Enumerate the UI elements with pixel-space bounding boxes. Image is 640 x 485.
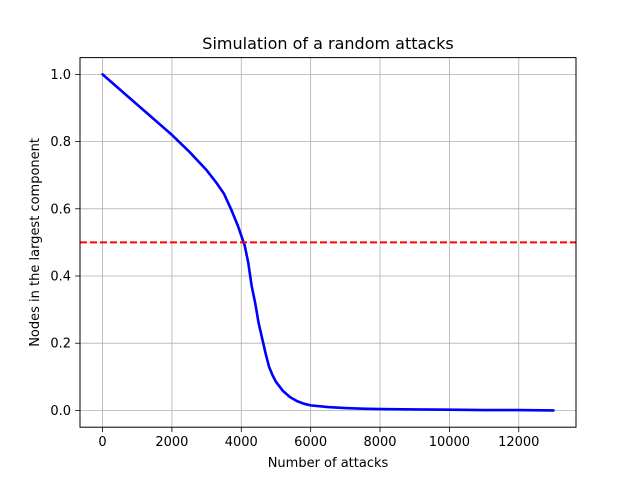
x-axis-label: Number of attacks — [268, 456, 389, 471]
x-tick-label: 10000 — [429, 435, 470, 450]
y-tick-label: 0.0 — [50, 404, 71, 419]
x-tick-label: 12000 — [498, 435, 539, 450]
y-tick-label: 0.6 — [50, 202, 71, 217]
x-ticks: 0 2000 4000 6000 8000 10000 12000 — [98, 427, 539, 450]
x-tick-label: 0 — [98, 435, 106, 450]
x-tick-label: 6000 — [294, 435, 327, 450]
x-tick-label: 8000 — [363, 435, 396, 450]
x-tick-label: 2000 — [155, 435, 188, 450]
y-tick-label: 0.8 — [50, 135, 71, 150]
y-axis-label: Nodes in the largest component — [28, 138, 43, 347]
series-line — [101, 73, 555, 412]
x-tick-label: 4000 — [225, 435, 258, 450]
chart-title: Simulation of a random attacks — [202, 34, 453, 53]
y-ticks: 0.0 0.2 0.4 0.6 0.8 1.0 — [50, 68, 80, 419]
y-tick-label: 0.4 — [50, 270, 71, 285]
data-series — [80, 73, 576, 412]
y-tick-label: 0.2 — [50, 337, 71, 352]
plot-frame — [79, 57, 577, 428]
y-tick-label: 1.0 — [50, 68, 71, 83]
